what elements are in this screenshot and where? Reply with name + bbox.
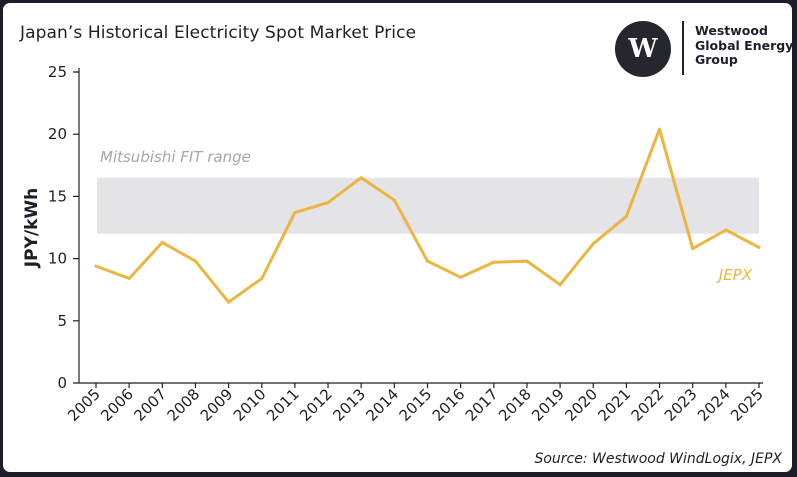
logo-line-3: Group (695, 52, 738, 67)
logo-wordmark: Westwood Global Energy Group (695, 23, 792, 68)
data-point-2021 (624, 214, 628, 218)
fit-range-band (97, 177, 759, 234)
y-tick-label-25: 25 (48, 63, 67, 81)
data-point-2018 (525, 259, 529, 263)
data-point-2023 (691, 247, 695, 251)
x-tick-label-2013: 2013 (329, 385, 369, 425)
logo-line-1: Westwood (695, 23, 768, 38)
x-tick-label-2018: 2018 (495, 385, 535, 425)
data-point-2024 (724, 228, 728, 232)
x-tick-label-2007: 2007 (130, 385, 170, 425)
data-point-2008 (193, 259, 197, 263)
series-label-jepx: JEPX (716, 266, 753, 284)
x-tick-label-2022: 2022 (628, 385, 668, 425)
data-point-2015 (426, 259, 429, 263)
line-chart: Mitsubishi FIT range0510152025JPY/kWh200… (22, 63, 767, 425)
x-tick-label-2014: 2014 (362, 385, 402, 425)
x-tick-label-2012: 2012 (296, 385, 336, 425)
data-point-2022 (658, 127, 662, 131)
logo-divider (682, 21, 684, 75)
data-point-2005 (94, 264, 98, 268)
chart-card: Japan’s Historical Electricity Spot Mark… (3, 3, 792, 472)
data-point-2020 (591, 242, 595, 246)
source-note: Source: Westwood WindLogix, JEPX (534, 451, 782, 467)
data-point-2007 (160, 240, 164, 244)
data-point-2013 (359, 176, 363, 180)
data-point-2014 (392, 198, 396, 202)
x-tick-label-2023: 2023 (661, 385, 701, 425)
x-tick-label-2025: 2025 (727, 385, 767, 425)
data-point-2016 (459, 275, 463, 279)
y-axis-title: JPY/kWh (22, 188, 42, 268)
y-tick-label-0: 0 (57, 374, 67, 392)
y-tick-label-10: 10 (48, 250, 67, 268)
x-tick-label-2015: 2015 (396, 385, 436, 425)
data-point-2019 (558, 283, 562, 287)
x-tick-label-2024: 2024 (694, 385, 734, 425)
x-tick-label-2020: 2020 (561, 385, 601, 425)
y-tick-label-15: 15 (48, 187, 67, 205)
westwood-logo-icon: W (615, 21, 671, 77)
logo-mark: W (627, 34, 658, 64)
x-tick-label-2006: 2006 (97, 385, 137, 425)
data-point-2017 (492, 260, 496, 264)
x-tick-label-2009: 2009 (197, 385, 237, 425)
data-point-2009 (227, 300, 231, 304)
x-tick-label-2016: 2016 (429, 385, 469, 425)
data-point-2010 (260, 277, 264, 281)
data-point-2025 (757, 245, 761, 249)
y-tick-label-5: 5 (57, 312, 67, 330)
x-tick-label-2011: 2011 (263, 385, 303, 425)
x-tick-label-2008: 2008 (164, 385, 204, 425)
x-tick-label-2017: 2017 (462, 385, 502, 425)
y-tick-label-20: 20 (48, 125, 67, 143)
fit-range-label: Mitsubishi FIT range (100, 148, 251, 166)
data-point-2006 (127, 277, 131, 281)
chart-title: Japan’s Historical Electricity Spot Mark… (20, 23, 417, 43)
x-tick-label-2019: 2019 (528, 385, 568, 425)
x-tick-label-2021: 2021 (594, 385, 634, 425)
x-tick-label-2005: 2005 (64, 385, 104, 425)
logo-line-2: Global Energy (695, 37, 792, 53)
x-tick-label-2010: 2010 (230, 385, 270, 425)
data-point-2012 (326, 201, 330, 205)
data-point-2011 (293, 211, 297, 215)
